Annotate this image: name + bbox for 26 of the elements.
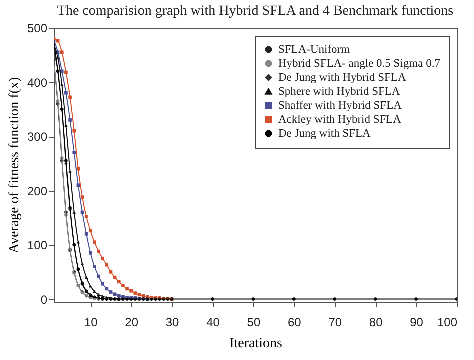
x-tick-label: 70 (328, 316, 342, 330)
y-tick-label: 300 (27, 130, 48, 144)
chart-title: The comparision graph with Hybrid SFLA and 4 Benchmark functions (57, 4, 454, 19)
x-tick-label: 50 (247, 316, 261, 330)
legend-label: De Jung with Hybrid SFLA (278, 72, 407, 84)
y-tick-label: 100 (27, 238, 48, 253)
legend-label: SFLA-Uniform (278, 44, 350, 56)
x-tick-label: 30 (166, 316, 180, 330)
legend-label: Ackley with Hybrid SFLA (278, 114, 402, 126)
x-axis-title: Iterations (230, 336, 282, 352)
x-tick-label: 100 (437, 316, 458, 330)
x-tick-label: 60 (288, 316, 302, 330)
legend-label: Hybrid SFLA- angle 0.5 Sigma 0.7 (278, 58, 441, 70)
y-tick-label: 0 (40, 292, 48, 307)
x-tick-label: 90 (410, 316, 424, 330)
y-tick-label: 400 (27, 76, 48, 90)
y-tick-label: 200 (27, 184, 48, 198)
x-tick-label: 80 (369, 316, 384, 330)
legend-label: Sphere with Hybrid SFLA (278, 86, 401, 98)
x-tick-label: 10 (84, 316, 98, 330)
legend-label: Shaffer with Hybrid SFLA (278, 100, 403, 112)
y-tick-label: 500 (27, 22, 48, 36)
x-tick-label: 40 (206, 316, 220, 330)
x-tick-label: 20 (125, 316, 139, 330)
legend-label: De Jung with SFLA (278, 128, 372, 140)
y-axis-title: Average of fitness function f(x) (7, 77, 22, 254)
